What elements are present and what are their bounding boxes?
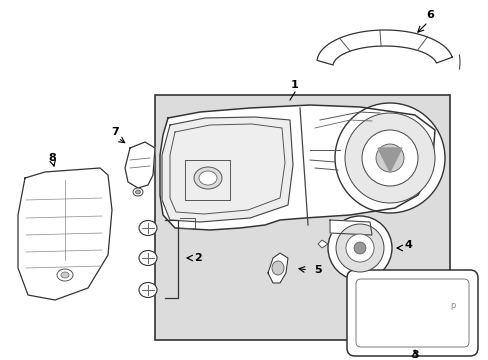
Polygon shape <box>377 148 401 172</box>
Polygon shape <box>316 30 451 65</box>
Text: 2: 2 <box>194 253 202 263</box>
Polygon shape <box>162 117 292 222</box>
Circle shape <box>327 216 391 280</box>
Text: 8: 8 <box>48 153 56 163</box>
Circle shape <box>353 242 365 254</box>
Text: 5: 5 <box>314 265 321 275</box>
Polygon shape <box>329 220 371 235</box>
Ellipse shape <box>139 251 157 266</box>
Ellipse shape <box>271 261 284 275</box>
Text: 1: 1 <box>290 80 298 90</box>
Ellipse shape <box>139 283 157 297</box>
Bar <box>155 95 449 340</box>
Polygon shape <box>18 168 112 300</box>
Ellipse shape <box>135 190 140 194</box>
Ellipse shape <box>133 188 142 196</box>
Polygon shape <box>267 253 287 283</box>
Ellipse shape <box>199 171 217 185</box>
Polygon shape <box>317 240 327 248</box>
Ellipse shape <box>139 220 157 235</box>
Ellipse shape <box>57 269 73 281</box>
Text: p: p <box>449 301 454 310</box>
Ellipse shape <box>61 272 69 278</box>
Text: 7: 7 <box>111 127 119 137</box>
Circle shape <box>335 224 383 272</box>
Circle shape <box>361 130 417 186</box>
Polygon shape <box>160 105 434 230</box>
FancyBboxPatch shape <box>346 270 477 356</box>
Circle shape <box>346 234 373 262</box>
Text: 6: 6 <box>425 10 433 20</box>
Ellipse shape <box>194 167 222 189</box>
Circle shape <box>375 144 403 172</box>
Circle shape <box>334 103 444 213</box>
Text: 3: 3 <box>410 350 418 360</box>
Polygon shape <box>125 142 155 188</box>
Text: 4: 4 <box>403 240 411 250</box>
Circle shape <box>345 113 434 203</box>
